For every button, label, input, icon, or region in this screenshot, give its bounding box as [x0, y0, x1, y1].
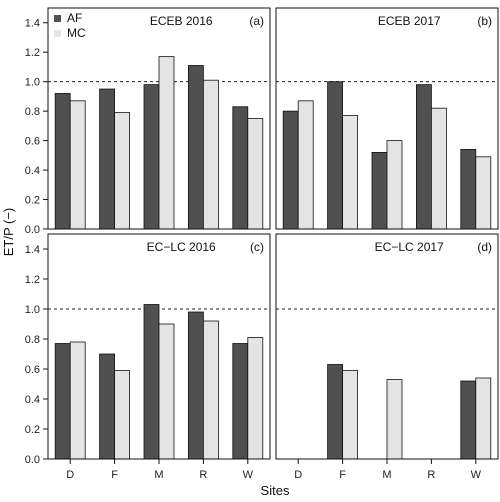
y-tick-label: 0.2 — [25, 195, 40, 207]
panel-letter: (a) — [249, 14, 264, 28]
panel-letter: (b) — [477, 14, 492, 28]
bar-af-w — [460, 149, 477, 230]
panel-letter: (d) — [477, 240, 492, 254]
bar-af-m — [143, 304, 160, 460]
bar-mc-f — [114, 112, 130, 230]
x-tick-label: M — [382, 469, 391, 481]
bar-mc-r — [202, 320, 219, 460]
bar-mc-w — [475, 156, 492, 230]
bar-mc-r — [202, 79, 219, 230]
x-tick-label: F — [339, 469, 346, 481]
bar-mc-m — [158, 56, 175, 230]
y-tick-label: 0.4 — [25, 165, 40, 177]
bar-af-m — [143, 84, 160, 230]
bar-af-d — [54, 93, 71, 230]
y-tick-label: 0.4 — [25, 394, 40, 406]
bar-af-f — [327, 364, 344, 460]
y-tick-label: 0.6 — [25, 364, 40, 376]
panel-title: ECEB 2017 — [378, 14, 441, 28]
x-tick-label: D — [294, 469, 302, 481]
panel-c: 0.0 0.2 0.4 0.6 0.8 1.0 1.2 1.4 D F M R W EC−LC 2016 (… — [25, 233, 271, 481]
legend-label-mc: MC — [67, 26, 86, 40]
bar-af-w — [232, 343, 249, 460]
legend-label-af: AF — [67, 11, 82, 25]
x-tick-label: R — [427, 469, 435, 481]
bar-mc-f — [342, 115, 359, 230]
bar-af-m — [371, 151, 388, 230]
bar-af-r — [415, 84, 432, 230]
y-tick-label: 1.0 — [25, 77, 40, 89]
bar-af-d — [282, 110, 299, 230]
panel-title: ECEB 2016 — [150, 14, 213, 28]
legend-swatch-mc — [54, 30, 61, 37]
bar-af-d — [54, 343, 71, 460]
y-tick-label: 1.4 — [25, 18, 40, 30]
x-axis-title: Sites — [261, 483, 290, 498]
panel-letter: (c) — [250, 240, 264, 254]
y-axis-title: ET/P (−) — [1, 208, 16, 257]
bar-mc-f — [114, 370, 130, 460]
panel-b: ECEB 2017 (b) — [275, 7, 499, 230]
bar-af-w — [232, 106, 249, 230]
bar-af-r — [187, 65, 204, 230]
bar-af-f — [99, 353, 115, 460]
legend-swatch-af — [54, 15, 61, 22]
panel-a: 0.0 0.2 0.4 0.6 0.8 1.0 1.2 1.4 ECEB 2016 (a) — [25, 7, 271, 236]
panel-title: EC−LC 2016 — [147, 240, 216, 254]
bar-mc-f — [342, 370, 359, 460]
bar-mc-w — [475, 377, 492, 460]
x-tick-label: F — [111, 469, 118, 481]
y-tick-label: 1.2 — [25, 274, 40, 286]
bar-af-r — [187, 311, 204, 460]
bar-mc-m — [158, 323, 175, 460]
bar-af-w — [460, 380, 477, 460]
y-tick-label: 1.0 — [25, 304, 40, 316]
x-tick-label: R — [199, 469, 207, 481]
y-tick-label: 0.6 — [25, 136, 40, 148]
x-tick-label: W — [243, 469, 254, 481]
y-tick-label: 1.2 — [25, 47, 40, 59]
y-tick-label: 1.4 — [25, 244, 40, 256]
bar-mc-d — [297, 100, 314, 230]
panel-d: D F M R W EC−LC 2017 (d) — [275, 233, 499, 481]
bar-mc-m — [386, 140, 403, 230]
panel-frame — [275, 7, 499, 230]
y-tick-label: 0.8 — [25, 334, 40, 346]
x-tick-label: D — [66, 469, 74, 481]
bar-af-f — [99, 88, 115, 230]
y-tick-label: 0.0 — [25, 454, 40, 466]
y-tick-label: 0.2 — [25, 424, 40, 436]
bar-mc-d — [69, 341, 86, 460]
bar-mc-d — [69, 100, 86, 230]
panel-title: EC−LC 2017 — [375, 240, 444, 254]
bar-mc-w — [247, 337, 264, 460]
chart-panels: 0.0 0.2 0.4 0.6 0.8 1.0 1.2 1.4 ECEB 2016 (a) ECEB… — [25, 7, 499, 481]
y-tick-label: 0.8 — [25, 106, 40, 118]
x-tick-label: M — [154, 469, 163, 481]
bar-mc-w — [247, 118, 264, 230]
bar-mc-r — [430, 107, 447, 230]
panel-frame — [47, 7, 271, 230]
x-tick-label: W — [471, 469, 482, 481]
y-tick-label: 0.0 — [25, 224, 40, 236]
bar-mc-m — [386, 379, 403, 460]
bar-af-f — [327, 81, 344, 230]
